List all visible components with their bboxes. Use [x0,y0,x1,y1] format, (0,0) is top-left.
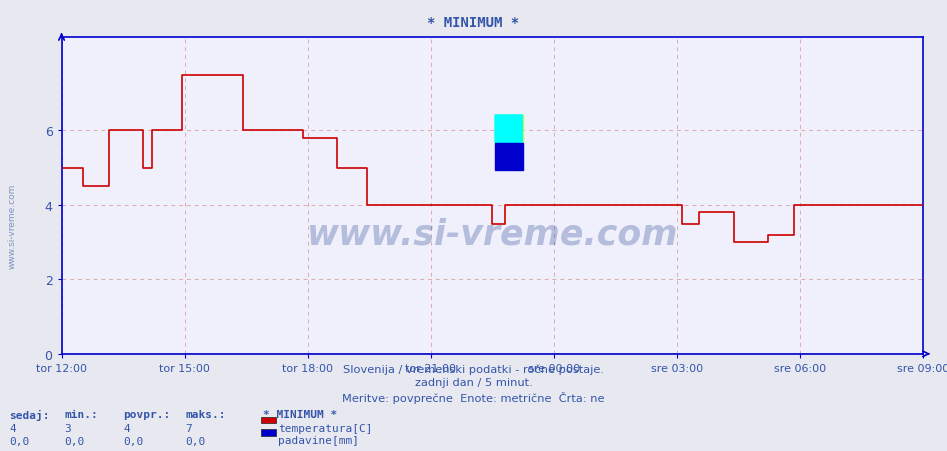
Text: * MINIMUM *: * MINIMUM * [427,16,520,30]
Text: Meritve: povprečne  Enote: metrične  Črta: ne: Meritve: povprečne Enote: metrične Črta:… [342,391,605,403]
Text: www.si-vreme.com: www.si-vreme.com [307,217,678,251]
Text: 0,0: 0,0 [9,436,29,446]
Text: zadnji dan / 5 minut.: zadnji dan / 5 minut. [415,377,532,387]
Text: www.si-vreme.com: www.si-vreme.com [8,183,17,268]
Polygon shape [495,116,523,171]
Polygon shape [495,116,523,143]
Text: temperatura[C]: temperatura[C] [278,423,373,433]
Text: * MINIMUM *: * MINIMUM * [263,410,337,419]
Text: 7: 7 [186,423,192,433]
Text: 4: 4 [9,423,16,433]
Text: 0,0: 0,0 [64,436,84,446]
Text: 3: 3 [64,423,71,433]
Text: padavine[mm]: padavine[mm] [278,435,360,445]
Text: 0,0: 0,0 [186,436,205,446]
Text: sedaj:: sedaj: [9,410,50,420]
Text: povpr.:: povpr.: [123,410,170,419]
Text: 0,0: 0,0 [123,436,143,446]
Text: 4: 4 [123,423,130,433]
Polygon shape [495,143,523,171]
Text: maks.:: maks.: [186,410,226,419]
Text: min.:: min.: [64,410,98,419]
Text: Slovenija / vremenski podatki - ročne postaje.: Slovenija / vremenski podatki - ročne po… [343,364,604,374]
